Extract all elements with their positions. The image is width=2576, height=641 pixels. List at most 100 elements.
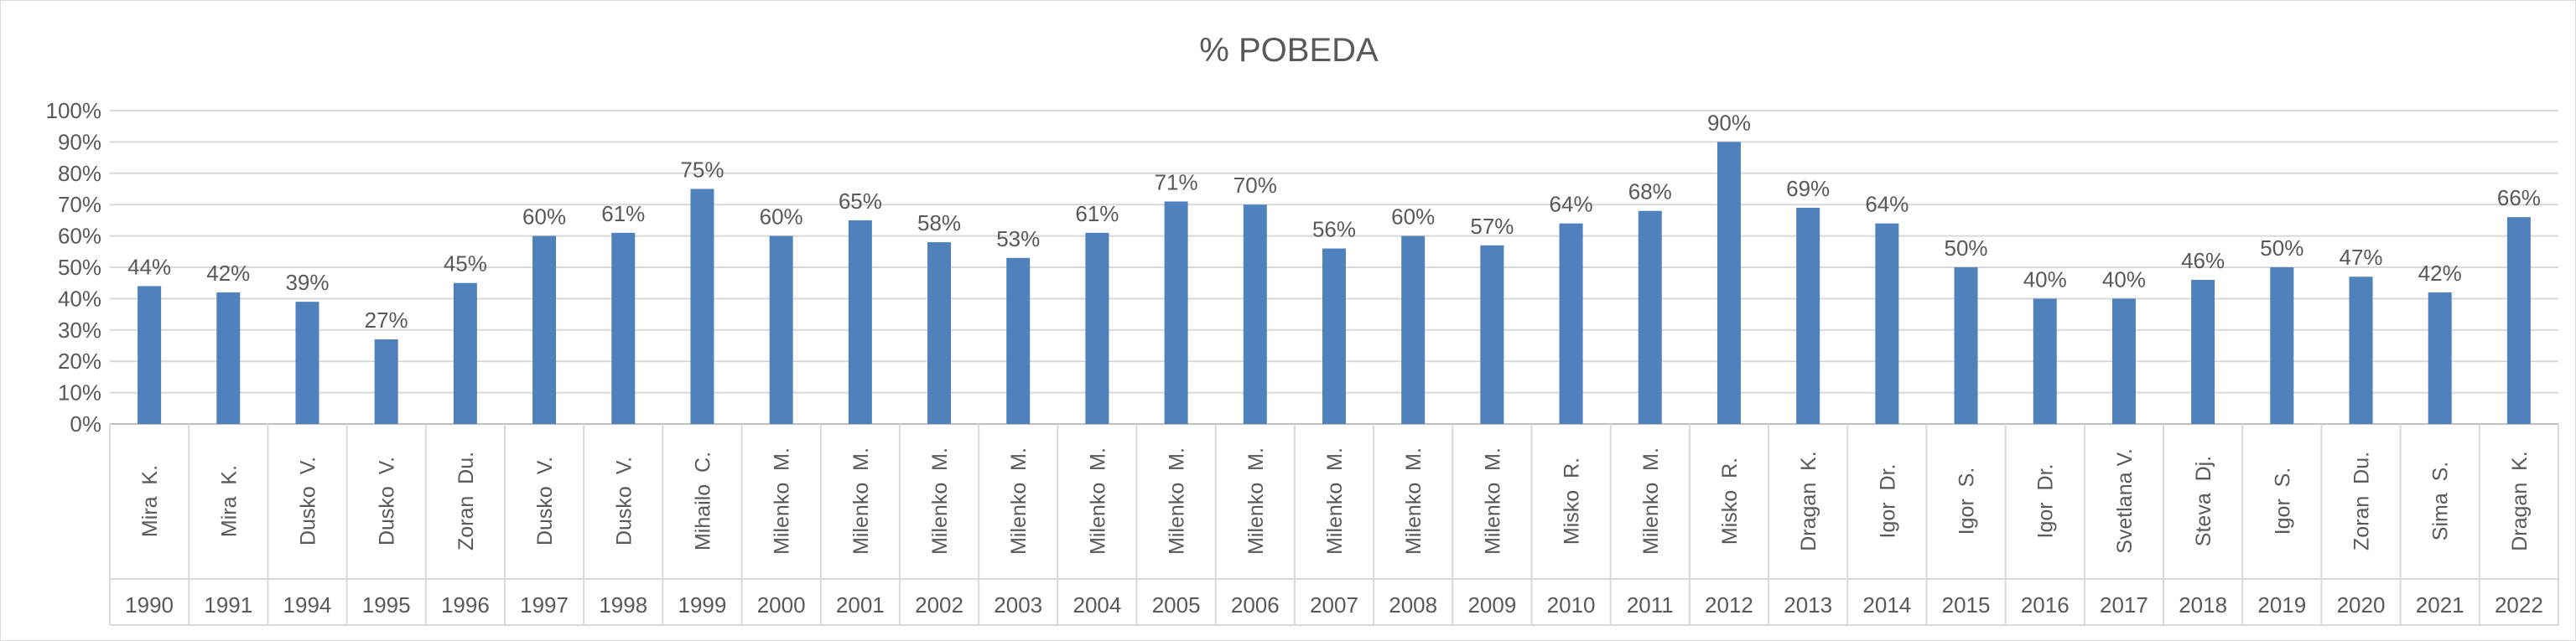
category-name-label: Misko R. — [1561, 457, 1584, 545]
bar — [611, 232, 636, 424]
category-year-label: 2015 — [1942, 592, 1991, 618]
category-year-label: 2002 — [915, 592, 963, 618]
data-label: 40% — [2102, 266, 2146, 292]
data-label: 56% — [1312, 217, 1356, 242]
y-tick-label: 10% — [58, 380, 101, 406]
bar — [1085, 232, 1109, 424]
data-label: 70% — [1233, 173, 1277, 198]
category-name-label: Igor Dr. — [1876, 464, 1899, 539]
bar — [1716, 142, 1741, 424]
bar — [1401, 235, 1426, 424]
chart-title: % POBEDA — [1199, 32, 1379, 69]
data-label: 75% — [680, 158, 724, 183]
bar — [1322, 248, 1346, 424]
data-label: 64% — [1865, 192, 1909, 217]
category-name-label: Dusko V. — [296, 457, 319, 545]
bar — [374, 339, 398, 424]
category-name-label: Dusko V. — [376, 457, 399, 545]
data-label: 50% — [2260, 235, 2303, 261]
data-label: 40% — [2023, 266, 2067, 292]
data-label: 39% — [285, 270, 329, 295]
category-year-label: 2006 — [1231, 592, 1280, 618]
data-label: 65% — [839, 189, 882, 214]
category-name-label: Steva Dj. — [2192, 456, 2215, 546]
bar — [1559, 223, 1583, 424]
category-year-label: 2017 — [2100, 592, 2148, 618]
category-year-label: 2014 — [1862, 592, 1911, 618]
category-name-label: Zoran Du. — [454, 452, 478, 551]
bar — [1164, 201, 1188, 424]
data-label: 45% — [444, 251, 487, 277]
category-year-label: 1996 — [441, 592, 490, 618]
category-year-label: 2019 — [2257, 592, 2306, 618]
y-tick-label: 40% — [58, 286, 101, 311]
y-tick-label: 60% — [58, 224, 101, 249]
data-label: 50% — [1945, 235, 1988, 261]
category-name-label: Milenko M. — [1086, 447, 1109, 555]
data-label: 46% — [2181, 248, 2225, 273]
category-name-label: Milenko M. — [1481, 447, 1504, 555]
category-year-label: 1997 — [520, 592, 569, 618]
y-tick-label: 90% — [58, 129, 101, 154]
category-name-label: Milenko M. — [1244, 447, 1268, 555]
category-year-label: 2012 — [1705, 592, 1753, 618]
bar — [690, 189, 714, 424]
category-year-label: 1991 — [204, 592, 252, 618]
category-name-label: Milenko M. — [1639, 447, 1663, 555]
category-name-label: Igor S. — [1955, 468, 1979, 535]
category-year-label: 2010 — [1547, 592, 1596, 618]
category-name-label: Milenko M. — [1323, 447, 1347, 555]
bar — [532, 235, 557, 424]
category-axis: Mira K. 1990 Mira K. 1991 Dusko V. 1994 Dusko … — [109, 424, 2559, 626]
bar — [216, 292, 241, 424]
category-name-label: Misko R. — [1718, 457, 1742, 545]
category-name-label: Dragan K. — [1797, 451, 1820, 551]
category-year-label: 1990 — [125, 592, 174, 618]
data-label: 60% — [522, 204, 566, 230]
category-year-label: 2007 — [1310, 592, 1358, 618]
category-year-label: 1994 — [283, 592, 332, 618]
bar — [2428, 292, 2452, 424]
bar — [2506, 217, 2531, 424]
bar — [1954, 267, 1978, 424]
data-label: 71% — [1155, 169, 1198, 194]
category-year-label: 2016 — [2021, 592, 2070, 618]
data-label: 64% — [1550, 192, 1593, 217]
category-name-label: Milenko M. — [771, 447, 794, 555]
category-name-label: Sima S. — [2429, 462, 2453, 540]
category-name-label: Svetlana V. — [2113, 448, 2137, 554]
data-label: 61% — [601, 201, 645, 226]
bar — [2349, 277, 2373, 424]
bar — [1480, 245, 1504, 424]
category-year-label: 2004 — [1072, 592, 1121, 618]
category-year-label: 2022 — [2495, 592, 2543, 618]
y-tick-label: 80% — [58, 161, 101, 186]
y-tick-label: 0% — [70, 411, 101, 437]
category-year-label: 2001 — [836, 592, 885, 618]
data-label: 58% — [917, 210, 961, 235]
bar — [138, 286, 162, 424]
category-name-label: Mihailo C. — [691, 452, 714, 551]
category-name-label: Milenko M. — [1166, 447, 1189, 555]
category-year-label: 2021 — [2416, 592, 2464, 618]
y-axis-ticks: 0% 10% 20% 30% 40% 50% 60% 70% 80% 90% 100% — [46, 98, 102, 437]
category-name-label: Mira K. — [217, 465, 241, 537]
data-label: 60% — [1391, 204, 1435, 230]
category-year-label: 2008 — [1389, 592, 1437, 618]
data-label: 53% — [996, 226, 1040, 251]
bar — [2270, 267, 2294, 424]
category-name-label: Zoran Du. — [2350, 452, 2374, 551]
data-label: 44% — [127, 254, 171, 279]
y-tick-label: 30% — [58, 318, 101, 343]
bar — [1638, 210, 1662, 424]
bar — [2033, 298, 2057, 424]
category-year-label: 2003 — [994, 592, 1042, 618]
data-label: 57% — [1470, 214, 1514, 239]
category-year-label: 2005 — [1152, 592, 1201, 618]
data-label: 42% — [2418, 261, 2462, 286]
category-name-label: Milenko M. — [1402, 447, 1426, 555]
bar — [1243, 204, 1267, 424]
category-name-label: Dusko V. — [533, 457, 557, 545]
bar — [1875, 223, 1899, 424]
